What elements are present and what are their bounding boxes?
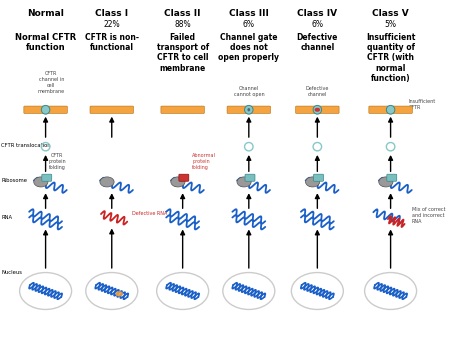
Ellipse shape [41, 105, 50, 114]
Text: Class III: Class III [229, 9, 269, 18]
FancyBboxPatch shape [245, 174, 255, 181]
Text: 22%: 22% [103, 20, 120, 29]
FancyBboxPatch shape [296, 106, 339, 114]
FancyBboxPatch shape [227, 106, 271, 114]
Text: Class II: Class II [164, 9, 201, 18]
FancyBboxPatch shape [161, 106, 204, 114]
Text: CFTR translocation: CFTR translocation [1, 143, 51, 148]
Circle shape [171, 177, 185, 187]
Text: CFTR is non-
functional: CFTR is non- functional [85, 33, 139, 52]
Text: 6%: 6% [311, 20, 323, 29]
FancyBboxPatch shape [387, 174, 397, 181]
Text: Class IV: Class IV [297, 9, 337, 18]
Text: Defective
channel: Defective channel [297, 33, 338, 52]
Text: RNA: RNA [1, 215, 12, 220]
Text: Insufficient
CFTR: Insufficient CFTR [409, 99, 436, 110]
FancyBboxPatch shape [179, 174, 189, 181]
Ellipse shape [386, 105, 395, 114]
Text: Class I: Class I [95, 9, 128, 18]
Text: Insufficient
quantity of
CFTR (with
normal
function): Insufficient quantity of CFTR (with norm… [366, 33, 415, 83]
FancyBboxPatch shape [24, 106, 67, 114]
Text: Nucleus: Nucleus [1, 270, 22, 275]
Text: 88%: 88% [174, 20, 191, 29]
Circle shape [306, 177, 319, 187]
FancyBboxPatch shape [42, 174, 52, 181]
Circle shape [34, 177, 48, 187]
Circle shape [116, 291, 123, 297]
Text: Failed
transport of
CFTR to cell
membrane: Failed transport of CFTR to cell membran… [156, 33, 209, 73]
FancyBboxPatch shape [314, 174, 323, 181]
Text: CFTR
channel in
cell
membrane: CFTR channel in cell membrane [38, 71, 65, 94]
Text: Normal: Normal [27, 9, 64, 18]
Text: 6%: 6% [243, 20, 255, 29]
Text: Class V: Class V [372, 9, 409, 18]
Text: CFTR
protein
folding: CFTR protein folding [49, 153, 66, 170]
FancyBboxPatch shape [369, 106, 412, 114]
Circle shape [100, 177, 114, 187]
Text: Mix of correct
and incorrect
RNA: Mix of correct and incorrect RNA [412, 207, 446, 224]
Ellipse shape [313, 105, 321, 114]
Text: Channel gate
does not
open properly: Channel gate does not open properly [219, 33, 279, 62]
Circle shape [379, 177, 393, 187]
Ellipse shape [245, 105, 253, 114]
Circle shape [237, 177, 251, 187]
Ellipse shape [247, 108, 250, 112]
Text: Abnormal
protein
folding: Abnormal protein folding [192, 153, 216, 170]
Text: 5%: 5% [384, 20, 397, 29]
Text: Ribosome: Ribosome [1, 178, 27, 183]
Text: Channel
cannot open: Channel cannot open [234, 86, 264, 97]
FancyBboxPatch shape [90, 106, 134, 114]
Text: Normal CFTR
function: Normal CFTR function [15, 33, 76, 52]
Text: Defective RNA: Defective RNA [132, 211, 167, 216]
Text: Defective
channel: Defective channel [306, 86, 329, 97]
Circle shape [315, 108, 320, 112]
